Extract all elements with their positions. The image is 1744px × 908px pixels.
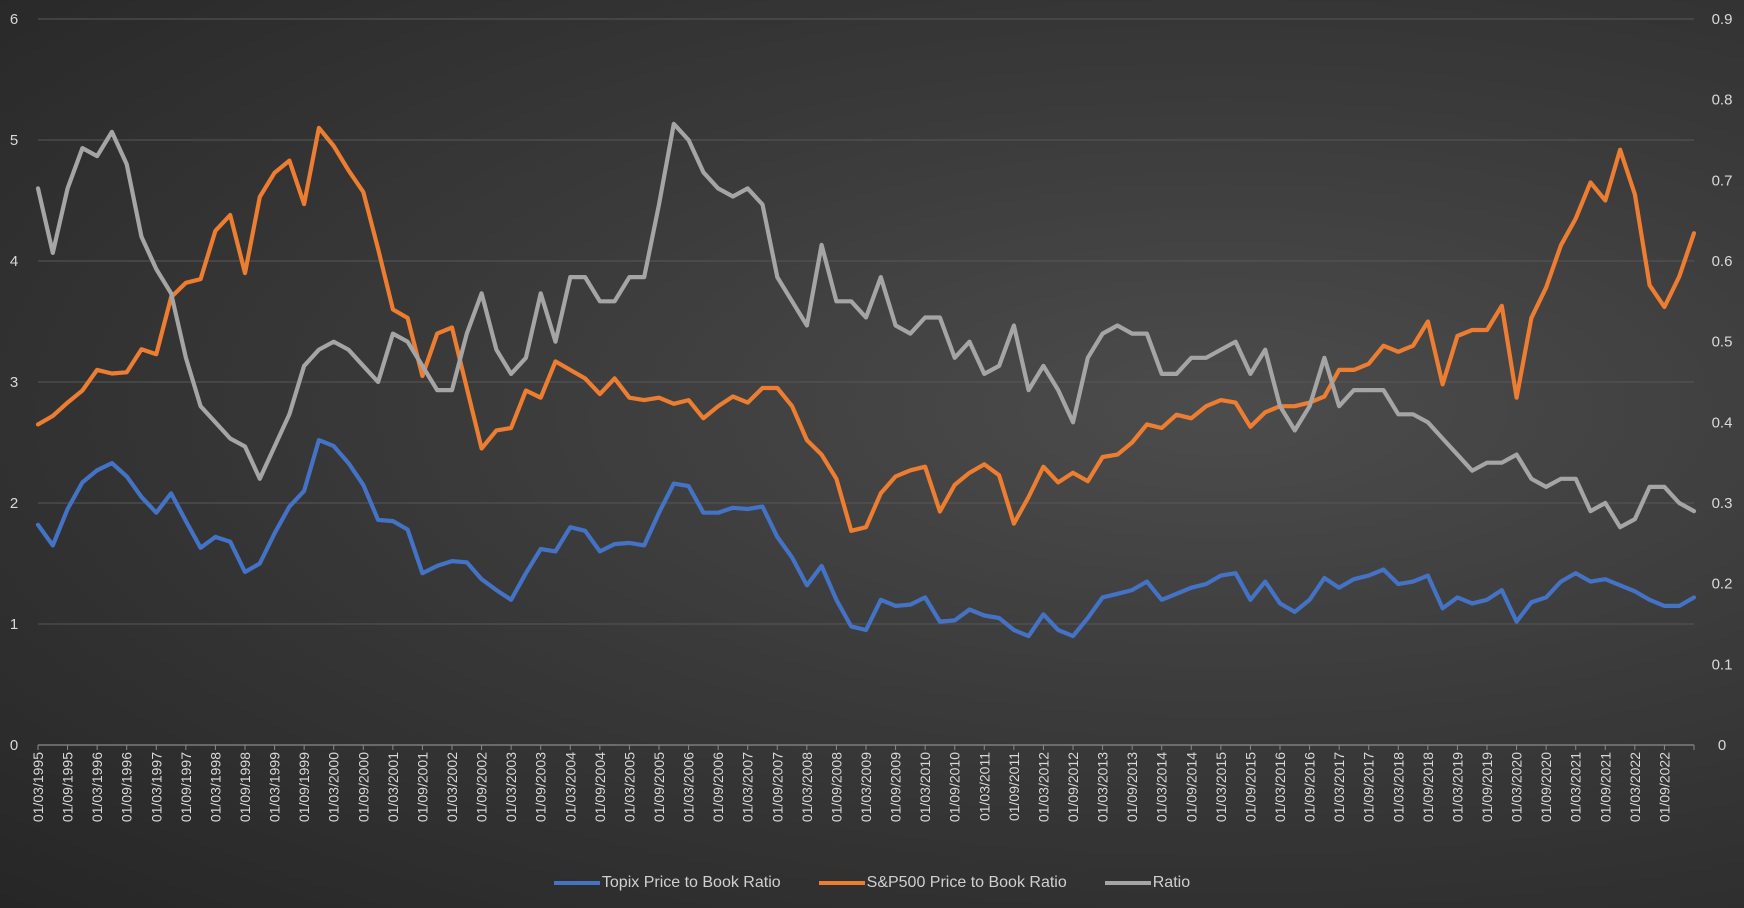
- x-tick-label: 01/09/2000: [355, 752, 371, 822]
- x-tick-label: 01/03/2003: [503, 752, 519, 822]
- x-tick-label: 01/09/2014: [1183, 752, 1199, 822]
- x-tick-label: 01/09/2017: [1361, 752, 1377, 822]
- series-line-sp500: [35, 125, 1697, 533]
- x-tick-label: 01/03/2009: [858, 752, 874, 822]
- x-tick-label: 01/09/2021: [1597, 752, 1613, 822]
- x-tick-label: 01/03/2011: [976, 752, 992, 821]
- y-right-tick-label: 0.6: [1712, 253, 1733, 270]
- series-line-topix: [35, 438, 1697, 639]
- x-tick-label: 01/03/2006: [681, 752, 697, 822]
- x-tick-label: 01/03/2010: [917, 752, 933, 822]
- x-tick-label: 01/09/2018: [1420, 752, 1436, 822]
- x-tick-label: 01/09/2006: [710, 752, 726, 822]
- y-right-tick-label: 0.5: [1712, 334, 1733, 351]
- legend-item-sp500[interactable]: S&P500 Price to Book Ratio: [818, 874, 1067, 892]
- y-right-tick-label: 0: [1718, 737, 1726, 754]
- x-tick-label: 01/03/2005: [621, 752, 637, 822]
- legend-swatch-ratio: [1104, 881, 1151, 885]
- y-left-tick-label: 6: [10, 11, 18, 28]
- x-tick-label: 01/03/2007: [740, 752, 756, 822]
- x-tick-label: 01/09/2016: [1302, 752, 1318, 822]
- x-tick-label: 01/03/2022: [1627, 752, 1643, 822]
- x-tick-label: 01/09/2019: [1479, 752, 1495, 822]
- x-tick-label: 01/09/2013: [1124, 752, 1140, 822]
- x-tick-label: 01/03/2001: [385, 752, 401, 822]
- legend-swatch-sp500: [818, 881, 865, 885]
- x-tick-label: 01/09/2015: [1242, 752, 1258, 822]
- x-tick-label: 01/09/2003: [533, 752, 549, 822]
- y-right-tick-label: 0.2: [1712, 576, 1733, 593]
- legend-item-topix[interactable]: Topix Price to Book Ratio: [553, 874, 781, 892]
- legend: Topix Price to Book Ratio S&P500 Price t…: [0, 874, 1744, 892]
- y-left-tick-label: 0: [10, 737, 18, 754]
- x-tick-label: 01/09/2009: [888, 752, 904, 822]
- x-tick-label: 01/03/2002: [444, 752, 460, 822]
- x-tick-label: 01/03/2018: [1390, 752, 1406, 822]
- x-tick-label: 01/03/2012: [1035, 752, 1051, 822]
- x-tick-label: 01/09/2022: [1656, 752, 1672, 822]
- legend-swatch-topix: [553, 881, 600, 885]
- y-left-tick-label: 2: [10, 495, 18, 512]
- y-right-tick-label: 0.1: [1712, 656, 1733, 673]
- y-right-tick-label: 0.4: [1712, 414, 1733, 431]
- legend-label-sp500: S&P500 Price to Book Ratio: [866, 874, 1067, 891]
- y-left-tick-label: 4: [10, 253, 18, 270]
- y-right-tick-label: 0.3: [1712, 495, 1733, 512]
- x-tick-label: 01/09/2010: [947, 752, 963, 822]
- x-tick-label: 01/09/2001: [414, 752, 430, 822]
- x-tick-label: 01/09/2012: [1065, 752, 1081, 822]
- x-tick-label: 01/09/2020: [1538, 752, 1554, 822]
- y-left-tick-label: 3: [10, 374, 18, 391]
- x-tick-label: 01/03/2000: [326, 752, 342, 822]
- x-tick-label: 01/09/1997: [178, 752, 194, 822]
- y-left-tick-label: 5: [10, 132, 18, 149]
- x-tick-label: 01/03/2013: [1095, 752, 1111, 822]
- x-tick-label: 01/09/2002: [474, 752, 490, 822]
- series-line-ratio: [35, 121, 1697, 530]
- x-tick-label: 01/09/1995: [60, 752, 76, 822]
- x-tick-label: 01/03/2021: [1568, 752, 1584, 822]
- y-right-tick-label: 0.8: [1712, 92, 1733, 109]
- legend-label-topix: Topix Price to Book Ratio: [601, 874, 781, 891]
- x-tick-label: 01/03/1995: [30, 752, 46, 822]
- x-tick-label: 01/09/2005: [651, 752, 667, 822]
- x-tick-label: 01/09/1998: [237, 752, 253, 822]
- y-left-tick-label: 1: [10, 616, 18, 633]
- x-tick-label: 01/09/2008: [828, 752, 844, 822]
- x-tick-label: 01/09/2011: [1006, 752, 1022, 821]
- x-tick-label: 01/03/2014: [1154, 752, 1170, 822]
- legend-item-ratio[interactable]: Ratio: [1104, 874, 1191, 892]
- x-tick-label: 01/03/2019: [1449, 752, 1465, 822]
- x-tick-label: 01/03/2004: [562, 752, 578, 822]
- x-tick-label: 01/03/2017: [1331, 752, 1347, 822]
- x-tick-label: 01/03/1997: [148, 752, 164, 822]
- x-tick-label: 01/03/1996: [89, 752, 105, 822]
- x-tick-label: 01/09/2004: [592, 752, 608, 822]
- x-tick-label: 01/03/1999: [267, 752, 283, 822]
- x-tick-label: 01/03/2008: [799, 752, 815, 822]
- x-tick-label: 01/09/2007: [769, 752, 785, 822]
- x-tick-label: 01/03/1998: [207, 752, 223, 822]
- x-tick-label: 01/03/2015: [1213, 752, 1229, 822]
- x-tick-label: 01/09/1996: [119, 752, 135, 822]
- y-right-tick-label: 0.9: [1712, 11, 1733, 28]
- x-tick-label: 01/03/2016: [1272, 752, 1288, 822]
- x-tick-label: 01/09/1999: [296, 752, 312, 822]
- legend-label-ratio: Ratio: [1152, 874, 1191, 891]
- y-right-tick-label: 0.7: [1712, 172, 1733, 189]
- x-tick-label: 01/03/2020: [1509, 752, 1525, 822]
